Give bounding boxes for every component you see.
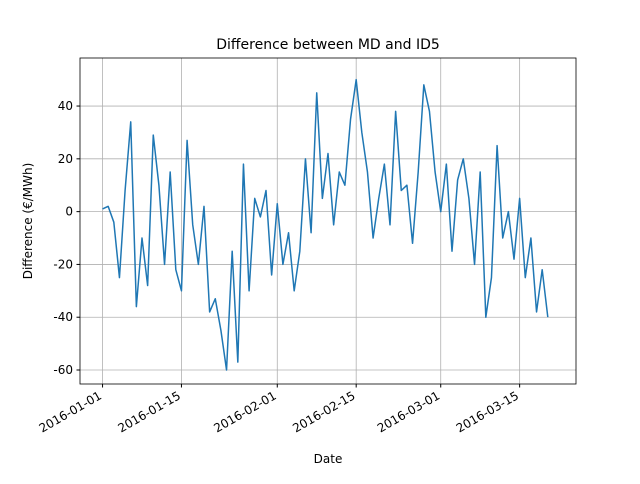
- data-line: [102, 78, 549, 371]
- y-tick-label: 40: [58, 99, 73, 113]
- x-tick-label: 2016-01-01: [37, 388, 104, 435]
- x-tick-label: 2016-02-01: [211, 388, 278, 435]
- y-tick-label: -60: [53, 363, 73, 377]
- x-tick-label: 2016-01-15: [116, 388, 183, 435]
- chart-title: Difference between MD and ID5: [216, 37, 440, 53]
- y-tick-label: 20: [58, 152, 73, 166]
- x-tick-label: 2016-03-01: [375, 388, 442, 435]
- y-tick-label: -20: [53, 257, 73, 271]
- plot-frame: [79, 57, 577, 385]
- x-tick-label: 2016-03-15: [454, 388, 521, 435]
- y-axis-label: Difference (€/MWh): [21, 163, 35, 280]
- x-tick-label: 2016-02-15: [290, 388, 357, 435]
- y-tick-label: -40: [53, 310, 73, 324]
- x-axis-label: Date: [314, 452, 343, 466]
- y-tick-label: 0: [65, 205, 73, 219]
